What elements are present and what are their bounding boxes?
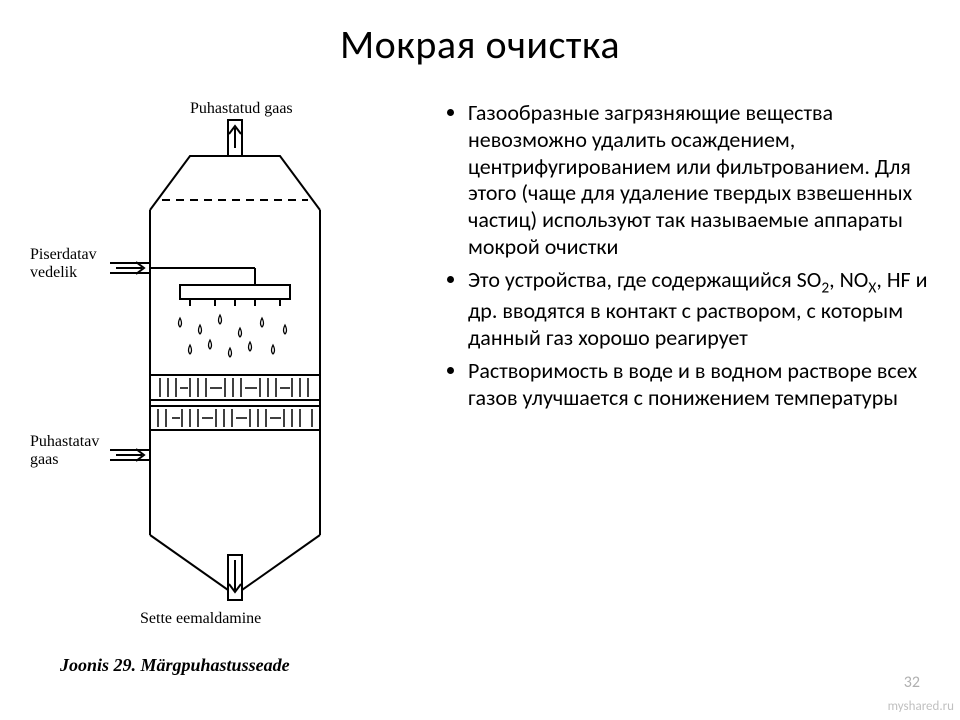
bullet-item: Это устройства, где содержащийся SO2, NO…	[468, 267, 930, 352]
label-dirty-gas: Puhastatavgaas	[30, 433, 99, 468]
label-sediment: Sette eemaldamine	[140, 610, 261, 628]
label-spray-liquid: Piserdatavvedelik	[30, 246, 97, 281]
bullet-item: Растворимость в воде и в водном растворе…	[468, 358, 930, 412]
label-cleaned-gas: Puhastatud gaas	[190, 100, 293, 118]
scrubber-diagram	[30, 100, 410, 640]
slide-title: Мокрая очистка	[0, 20, 960, 69]
figure-caption: Joonis 29. Märgpuhastusseade	[60, 655, 290, 676]
bullet-list: Газообразные загрязняющие вещества невоз…	[440, 100, 930, 417]
watermark: myshared.ru	[888, 699, 954, 714]
wet-scrubber-figure: Puhastatud gaas Piserdatavvedelik Puhast…	[30, 100, 410, 690]
page-number: 32	[904, 673, 920, 692]
bullet-item: Газообразные загрязняющие вещества невоз…	[468, 100, 930, 261]
